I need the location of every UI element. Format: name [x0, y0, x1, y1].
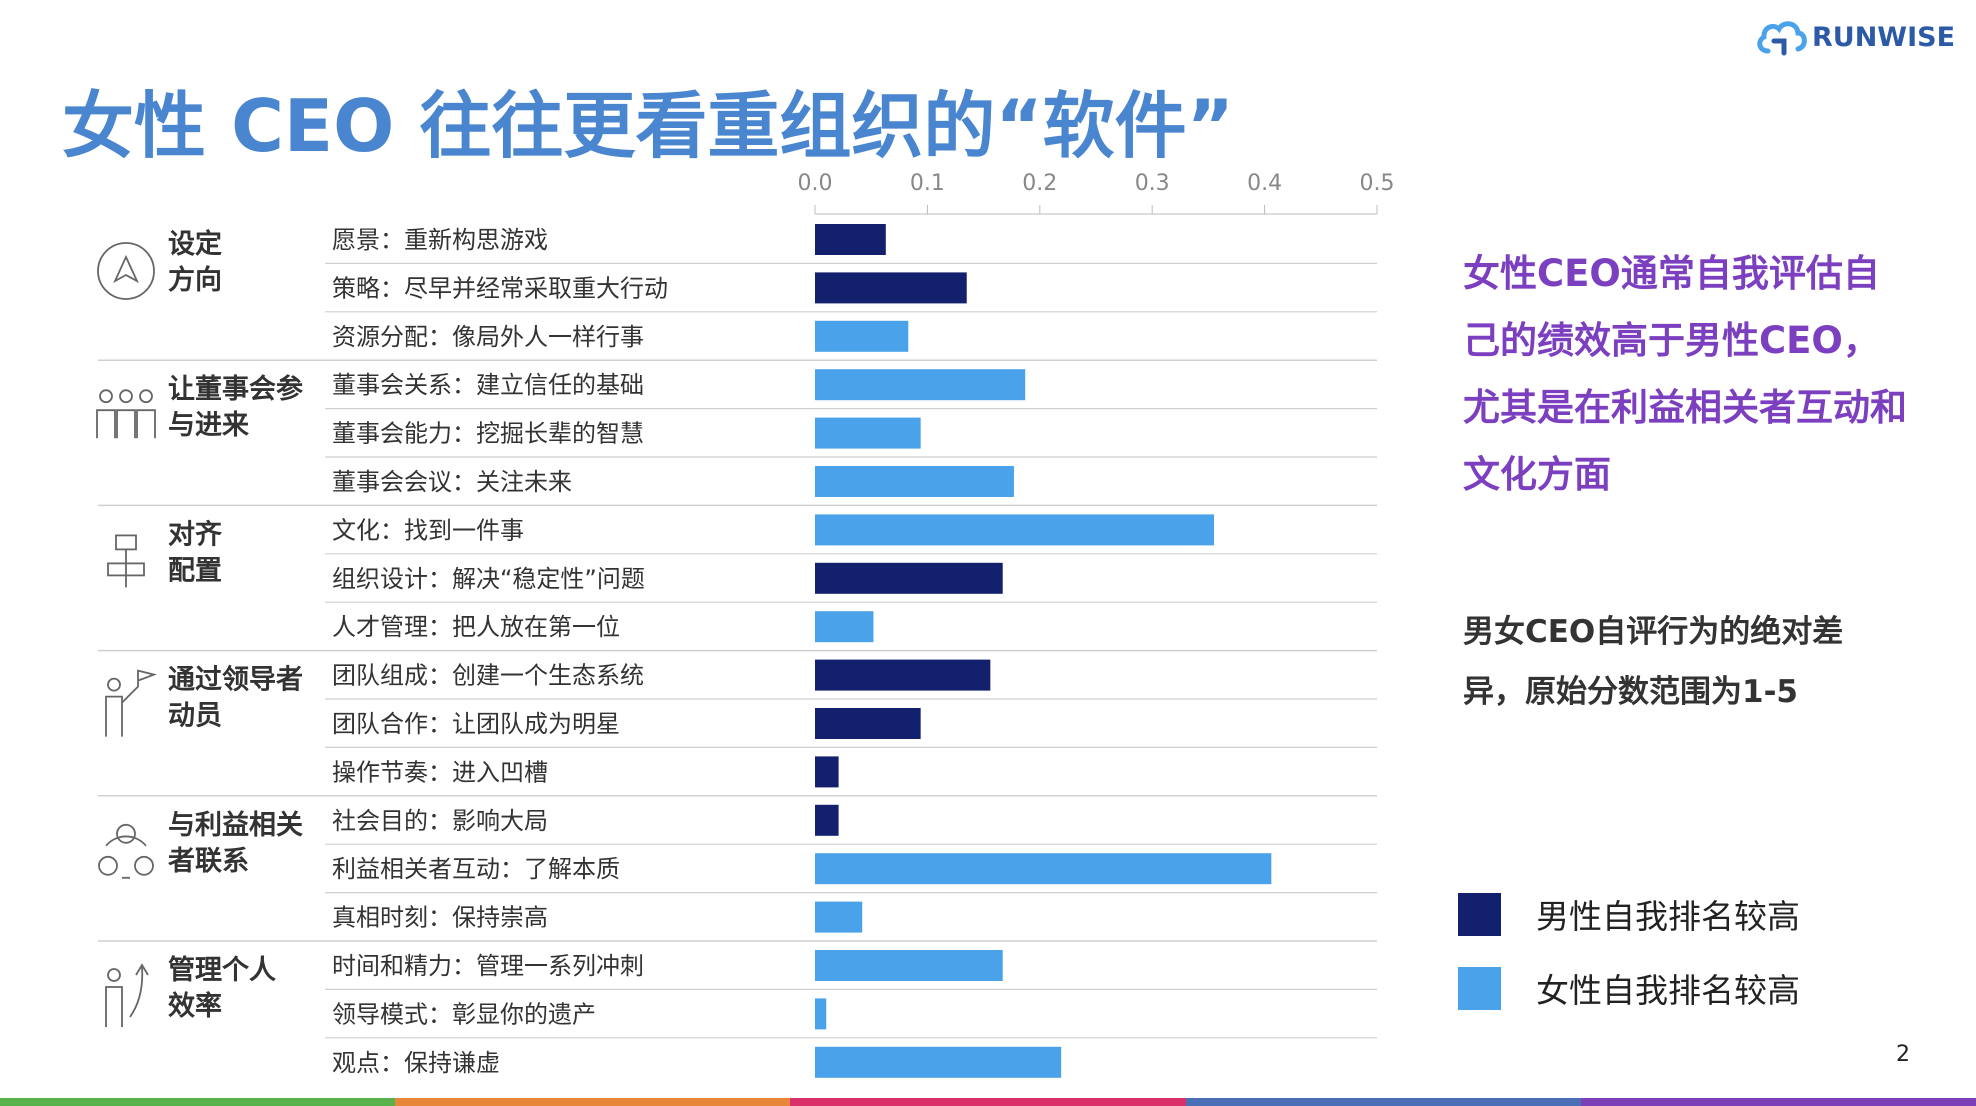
category-label: 者联系	[168, 846, 249, 877]
bar-female	[815, 998, 827, 1030]
row-label: 时间和精力：管理一系列冲刺	[332, 952, 644, 980]
category-label: 让董事会参	[168, 373, 303, 405]
row-label: 董事会会议：关注未来	[332, 468, 572, 496]
org-chart-icon	[107, 534, 145, 588]
category-label: 对齐	[168, 518, 223, 550]
leader-flag-icon	[105, 669, 158, 737]
legend-swatch-male	[1458, 892, 1501, 936]
bar-female	[815, 466, 1014, 497]
row-label: 文化：找到一件事	[332, 516, 524, 544]
row-label: 资源分配：像局外人一样行事	[332, 323, 644, 351]
bar-female	[815, 853, 1272, 885]
row-label: 愿景：重新构思游戏	[332, 226, 548, 254]
x-tick-label: 0.1	[910, 171, 945, 196]
legend-label-male: 男性自我排名较高	[1536, 897, 1800, 936]
bar-male	[815, 756, 839, 788]
stripe-segment	[790, 1098, 1186, 1106]
stripe-segment	[0, 1098, 396, 1106]
category-label: 效率	[168, 990, 222, 1022]
highlight-text: 女性CEO通常自我评估自己的绩效高于男性CEO，尤其是在利益相关者互动和文化方面	[1463, 252, 1907, 496]
row-label: 组织设计：解决“稳定性”问题	[332, 565, 645, 593]
legend-item-female: 女性自我排名较高	[1458, 964, 1800, 1012]
x-tick-label: 0.5	[1360, 171, 1395, 196]
bar-female	[815, 417, 921, 449]
chart-note: 男女CEO自评行为的绝对差异，原始分数范围为1-5	[1463, 614, 1844, 710]
category-label: 与利益相关	[168, 810, 303, 841]
legend-label-female: 女性自我排名较高	[1536, 971, 1800, 1010]
category-label: 动员	[168, 701, 222, 732]
brand-name: RUNWISE	[1812, 21, 1956, 53]
cloud-logo-icon	[1757, 21, 1807, 56]
bar-male	[815, 562, 1003, 594]
bar-female	[815, 320, 909, 352]
bottom-color-stripe	[0, 1098, 1976, 1106]
x-tick-label: 0.3	[1135, 171, 1170, 196]
category-label: 方向	[168, 264, 222, 296]
legend-swatch-female	[1458, 966, 1501, 1010]
slide-title: 女性 CEO 往往更看重组织的“软件”	[62, 84, 1235, 168]
bar-female	[815, 901, 863, 933]
stripe-segment	[395, 1098, 791, 1106]
bar-female	[815, 1046, 1062, 1078]
row-label: 团队合作：让团队成为明星	[332, 710, 620, 738]
stripe-segment	[1185, 1098, 1581, 1106]
bar-male	[815, 659, 991, 691]
compass-triangle-icon	[97, 242, 155, 300]
person-growth-icon	[105, 963, 149, 1027]
legend-item-male: 男性自我排名较高	[1458, 890, 1800, 938]
category-label: 通过领导者	[168, 665, 303, 696]
stripe-segment	[1580, 1098, 1976, 1106]
page-number: 2	[1896, 1042, 1910, 1067]
bar-male	[815, 224, 886, 255]
category-label: 管理个人	[168, 955, 276, 986]
bar-male	[815, 804, 839, 836]
bar-female	[815, 950, 1003, 981]
category-label: 与进来	[168, 410, 249, 441]
brand-logo: RUNWISE	[1754, 14, 1955, 60]
row-label: 观点：保持谦虚	[332, 1049, 500, 1077]
bar-female	[815, 611, 874, 643]
stakeholder-network-icon	[98, 823, 154, 879]
bar-male	[815, 272, 967, 304]
x-tick-label: 0.0	[798, 171, 833, 196]
category-label: 配置	[168, 555, 222, 586]
row-label: 董事会关系：建立信任的基础	[332, 371, 644, 399]
row-label: 团队组成：创建一个生态系统	[332, 662, 644, 690]
x-tick-label: 0.2	[1022, 171, 1057, 196]
bar-female	[815, 369, 1026, 401]
row-label: 社会目的：影响大局	[332, 807, 548, 835]
bar-female	[815, 514, 1215, 546]
row-label: 真相时刻：保持崇高	[332, 904, 548, 932]
row-label: 策略：尽早并经常采取重大行动	[332, 274, 668, 302]
x-tick-label: 0.4	[1247, 171, 1282, 196]
row-label: 董事会能力：挖掘长辈的智慧	[332, 420, 644, 448]
row-label: 操作节奏：进入凹槽	[332, 758, 548, 786]
row-label: 领导模式：彰显你的遗产	[332, 1000, 596, 1028]
row-label: 利益相关者互动：了解本质	[332, 855, 620, 883]
bar-male	[815, 708, 921, 739]
row-label: 人才管理：把人放在第一位	[332, 613, 620, 641]
board-members-icon	[96, 389, 156, 439]
category-label: 设定	[168, 228, 222, 260]
